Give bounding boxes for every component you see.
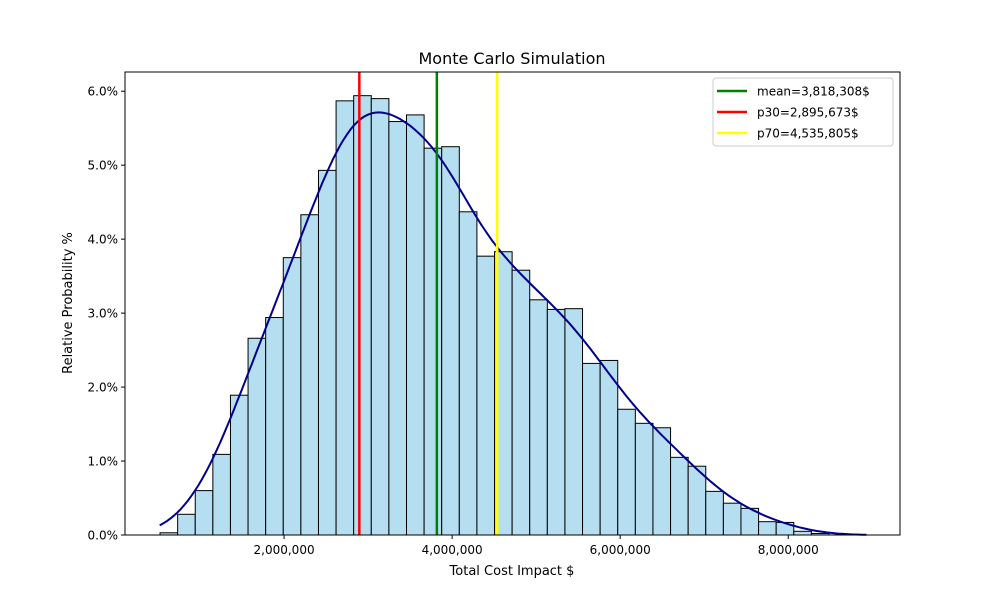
histogram-bar xyxy=(476,255,496,536)
x-tick-label: 8,000,000 xyxy=(758,543,819,557)
y-axis-label: Relative Probability % xyxy=(61,232,76,374)
histogram-bar xyxy=(177,513,196,536)
legend-box xyxy=(712,77,894,147)
histogram-bar xyxy=(599,359,619,536)
legend-label: p70=4,535,805$ xyxy=(757,127,859,141)
x-axis-ticks: 2,000,000 4,000,000 6,000,000 8,000,000 xyxy=(254,535,819,557)
histogram-bar xyxy=(265,317,284,536)
y-tick-label: 2.0% xyxy=(88,381,119,395)
legend-label: p30=2,895,673$ xyxy=(757,106,859,120)
histogram-bar xyxy=(441,146,460,536)
histogram-bar xyxy=(458,211,478,536)
histogram-bar xyxy=(511,269,531,536)
histogram-bar xyxy=(652,427,672,536)
histogram-bar xyxy=(582,362,601,536)
x-tick-label: 2,000,000 xyxy=(254,543,315,557)
histogram-bar xyxy=(564,308,584,536)
chart-title: Monte Carlo Simulation xyxy=(418,49,605,68)
y-tick-label: 3.0% xyxy=(88,307,119,321)
legend: mean=3,818,308$ p30=2,895,673$ p70=4,535,8… xyxy=(712,77,894,147)
y-tick-label: 5.0% xyxy=(88,159,119,173)
histogram-bar xyxy=(405,114,425,536)
histogram-bar xyxy=(670,456,689,536)
histogram-bar xyxy=(300,214,319,536)
histogram-bar xyxy=(687,465,707,536)
kde-curve xyxy=(159,111,867,536)
y-tick-label: 4.0% xyxy=(88,233,119,247)
y-tick-label: 6.0% xyxy=(88,85,119,99)
histogram-bar xyxy=(317,169,337,536)
histogram-bar xyxy=(335,100,355,536)
histogram-bar xyxy=(212,453,231,536)
histogram-bar xyxy=(546,308,566,536)
histogram-bar xyxy=(634,422,654,536)
vlines-group xyxy=(358,72,499,535)
histogram-bar xyxy=(722,502,742,536)
histogram-bar xyxy=(529,299,548,536)
histogram-bar xyxy=(388,121,407,536)
x-axis-label: Total Cost Impact $ xyxy=(449,564,575,579)
histogram-bar xyxy=(793,530,812,536)
y-tick-label: 0.0% xyxy=(88,529,119,543)
histogram-bar xyxy=(229,394,249,536)
histogram-bar xyxy=(423,147,443,536)
histogram-bar xyxy=(758,521,777,536)
x-tick-label: 6,000,000 xyxy=(590,543,651,557)
x-tick-label: 4,000,000 xyxy=(422,543,483,557)
histogram-bar xyxy=(370,98,390,536)
legend-label: mean=3,818,308$ xyxy=(757,85,870,99)
histogram-bar xyxy=(617,408,636,536)
histogram-bar xyxy=(282,257,302,536)
y-tick-label: 1.0% xyxy=(88,455,119,469)
bars-group xyxy=(159,95,830,536)
histogram-bar xyxy=(705,490,724,536)
histogram-bar xyxy=(353,95,372,536)
histogram-bar xyxy=(194,490,214,536)
y-axis-ticks: 0.0% 1.0% 2.0% 3.0% 4.0% 5.0% 6.0% xyxy=(88,85,125,543)
plot-frame xyxy=(124,71,901,536)
